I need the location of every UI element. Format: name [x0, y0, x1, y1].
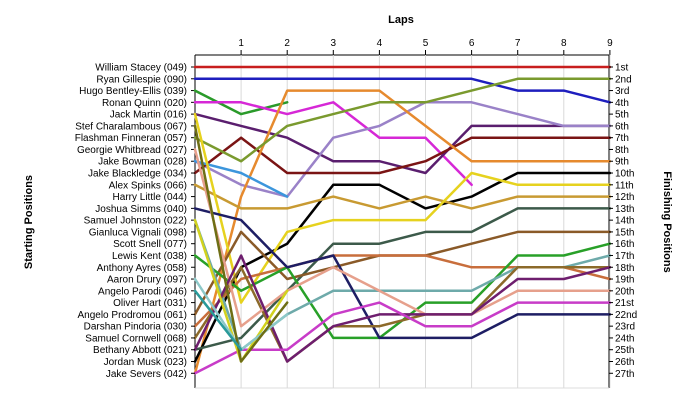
finishing-position-label: 17th [615, 251, 634, 262]
series-line [193, 77, 612, 104]
finishing-position-label: 21st [615, 298, 634, 309]
finishing-position-label: 7th [615, 133, 629, 144]
series-line [193, 101, 612, 198]
series-line [193, 207, 612, 340]
starting-position-label: Scott Snell (077) [113, 239, 187, 250]
starting-position-label: Aaron Drury (097) [107, 275, 187, 286]
starting-position-label: Angelo Prodromou (061) [77, 310, 187, 321]
series-line [193, 89, 289, 116]
starting-position-label: Angelo Parodi (046) [98, 286, 187, 297]
finishing-position-label: 16th [615, 239, 634, 250]
finishing-position-label: 20th [615, 286, 634, 297]
finishing-position-label: 13th [615, 204, 634, 215]
finishing-position-label: 4th [615, 98, 629, 109]
x-tick-label: 9 [607, 38, 613, 49]
finishing-position-label: 8th [615, 145, 629, 156]
series-line [193, 112, 612, 304]
finishing-position-label: 19th [615, 275, 634, 286]
finishing-position-label: 18th [615, 263, 634, 274]
starting-position-label: Jake Bowman (028) [98, 157, 187, 168]
series-line [193, 124, 289, 363]
starting-position-label: Jack Martin (016) [110, 110, 187, 121]
x-tick-label: 7 [515, 38, 521, 49]
finishing-position-label: 12th [615, 192, 634, 203]
series-line [193, 266, 612, 363]
starting-position-label: Harry Little (044) [113, 192, 187, 203]
x-tick-label: 3 [331, 38, 337, 49]
finishing-position-label: 23rd [615, 322, 635, 333]
x-tick-label: 5 [423, 38, 429, 49]
starting-position-label: Flashman Finneran (057) [75, 133, 187, 144]
starting-position-label: Samuel Cornwell (068) [85, 333, 187, 344]
finishing-position-label: 2nd [615, 74, 632, 85]
left-axis-title: Starting Positions [23, 175, 35, 269]
x-tick-label: 6 [469, 38, 475, 49]
finishing-position-label: 14th [615, 216, 634, 227]
series-line [193, 77, 612, 163]
starting-position-label: Ronan Quinn (020) [102, 98, 187, 109]
x-tick-label: 1 [238, 38, 244, 49]
series-line [193, 289, 243, 351]
top-axis-title: Laps [388, 14, 414, 26]
finishing-position-label: 1st [615, 63, 629, 74]
starting-position-label: Ryan Gillespie (090) [96, 74, 187, 85]
x-tick-label: 8 [561, 38, 567, 49]
finishing-position-label: 27th [615, 369, 634, 380]
starting-position-label: Alex Spinks (066) [109, 180, 187, 191]
x-tick-label: 2 [284, 38, 290, 49]
series-line [193, 136, 612, 175]
finishing-position-label: 6th [615, 121, 629, 132]
series-line [193, 159, 289, 198]
finishing-position-label: 15th [615, 227, 634, 238]
starting-position-label: Hugo Bentley-Ellis (039) [79, 86, 187, 97]
finishing-position-label: 9th [615, 157, 629, 168]
finishing-position-label: 5th [615, 110, 629, 121]
finishing-position-label: 3rd [615, 86, 629, 97]
starting-position-label: Jake Severs (042) [106, 369, 187, 380]
finishing-position-label: 24th [615, 333, 634, 344]
starting-position-label: Bethany Abbott (021) [93, 345, 187, 356]
series-line [193, 218, 612, 351]
finishing-position-label: 11th [615, 180, 634, 191]
starting-position-label: Gianluca Vignali (098) [89, 227, 187, 238]
starting-position-label: Lewis Kent (038) [112, 251, 187, 262]
finishing-position-label: 22nd [615, 310, 637, 321]
series-line [193, 301, 612, 375]
starting-position-label: Jake Blackledge (034) [88, 169, 187, 180]
starting-position-label: Darshan Pindoria (030) [84, 322, 187, 333]
series-line [193, 101, 473, 187]
series-line [193, 254, 612, 363]
starting-position-label: Samuel Johnston (022) [84, 216, 187, 227]
starting-position-label: Oliver Hart (031) [113, 298, 187, 309]
starting-position-label: Anthony Ayres (058) [97, 263, 187, 274]
starting-position-label: Georgie Whitbread (027) [77, 145, 187, 156]
series-line [193, 183, 612, 210]
finishing-position-label: 25th [615, 345, 634, 356]
starting-position-label: Stef Charalambous (067) [75, 121, 187, 132]
starting-position-label: William Stacey (049) [95, 63, 187, 74]
starting-position-label: Jordan Musk (023) [104, 357, 187, 368]
starting-position-label: Joshua Simms (040) [95, 204, 187, 215]
right-axis-title: Finishing Positions [661, 171, 673, 272]
finishing-position-label: 26th [615, 357, 634, 368]
finishing-position-label: 10th [615, 169, 634, 180]
x-tick-label: 4 [377, 38, 383, 49]
